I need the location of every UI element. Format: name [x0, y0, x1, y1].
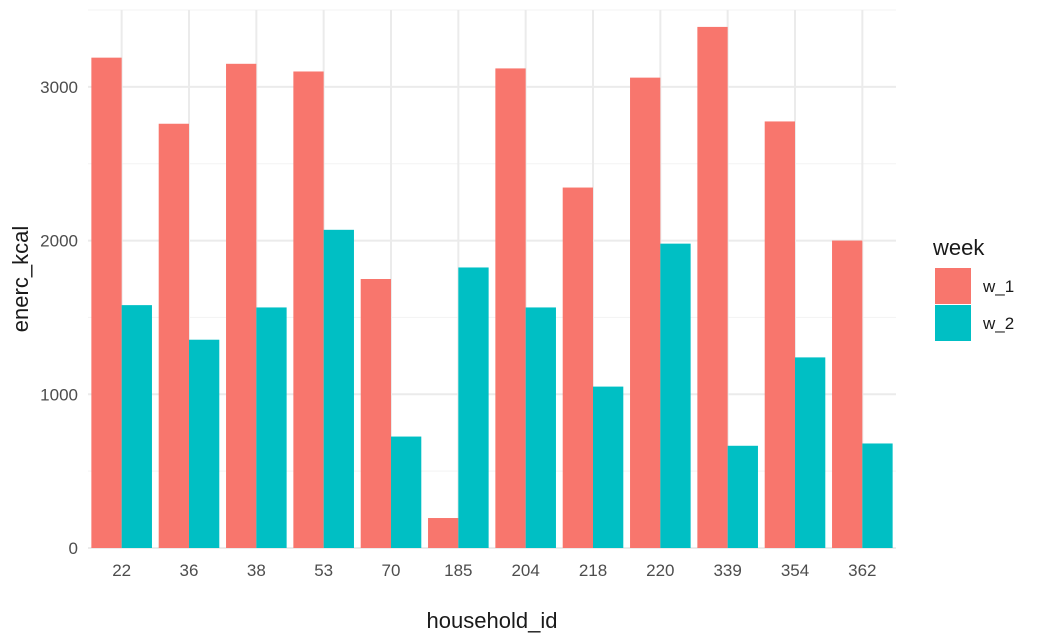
bar-w_1-36: [158, 123, 189, 549]
bar-w_2-362: [862, 443, 893, 548]
x-tick-label: 354: [781, 561, 809, 580]
x-tick-label: 220: [646, 561, 674, 580]
x-tick-label: 204: [511, 561, 539, 580]
legend: week w_1 w_2: [932, 235, 1014, 341]
bar-w_1-53: [293, 71, 324, 548]
bar-w_1-22: [91, 57, 122, 548]
bar-w_2-38: [256, 307, 287, 548]
y-axis-title: enerc_kcal: [8, 226, 33, 332]
x-axis-ticks: 22 36 38 53 70 185 204 218 220 339 354 362: [112, 561, 876, 580]
y-axis-ticks: 0 1000 2000 3000: [40, 78, 78, 558]
x-tick-label: 185: [444, 561, 472, 580]
x-tick-label: 36: [180, 561, 199, 580]
legend-title: week: [932, 235, 985, 260]
bar-w_2-220: [660, 243, 691, 548]
y-tick-label: 2000: [40, 232, 78, 251]
bar-w_1-362: [832, 240, 863, 549]
x-tick-label: 38: [247, 561, 266, 580]
y-tick-label: 3000: [40, 78, 78, 97]
x-tick-label: 339: [713, 561, 741, 580]
x-axis-title: household_id: [427, 608, 558, 633]
bar-w_1-220: [630, 77, 661, 549]
bar-w_1-185: [428, 518, 459, 548]
bars: [91, 26, 893, 549]
x-tick-label: 218: [579, 561, 607, 580]
bar-w_2-204: [525, 307, 556, 548]
bar-w_2-70: [391, 436, 422, 548]
bar-w_2-22: [121, 305, 152, 548]
bar-w_2-218: [593, 386, 624, 548]
legend-key-w_1: [935, 268, 971, 304]
legend-label-w_2: w_2: [982, 314, 1014, 333]
legend-items: w_1 w_2: [935, 268, 1014, 341]
y-tick-label: 1000: [40, 385, 78, 404]
bar-w_1-38: [226, 63, 257, 549]
legend-key-w_2: [935, 305, 971, 341]
bar-w_2-36: [189, 339, 220, 548]
legend-label-w_1: w_1: [982, 277, 1014, 296]
y-tick-label: 0: [69, 539, 78, 558]
bar-w_1-70: [360, 279, 391, 548]
bar-w_2-53: [323, 229, 354, 548]
x-tick-label: 70: [382, 561, 401, 580]
bar-w_1-339: [697, 26, 728, 549]
x-tick-label: 53: [314, 561, 333, 580]
bar-w_2-339: [727, 445, 758, 548]
bar-w_1-204: [495, 68, 526, 548]
bar-w_1-354: [764, 121, 795, 548]
bar-w_2-185: [458, 267, 489, 548]
x-tick-label: 362: [848, 561, 876, 580]
bar-w_1-218: [562, 187, 593, 549]
bar-w_2-354: [795, 357, 826, 548]
x-tick-label: 22: [112, 561, 131, 580]
